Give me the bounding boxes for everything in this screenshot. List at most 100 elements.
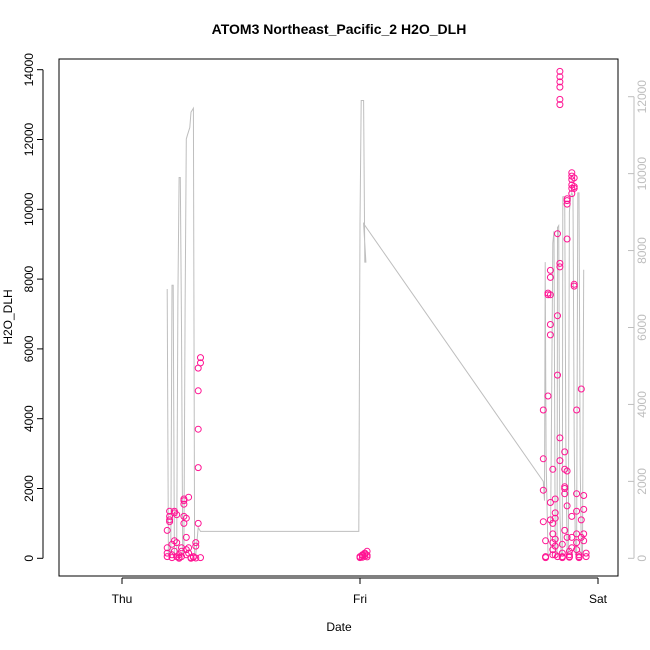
data-point bbox=[363, 553, 371, 561]
data-point bbox=[561, 485, 569, 492]
y-axis: 0 2000 4000 6000 8000 10000 12000 14000 bbox=[22, 53, 44, 562]
data-point bbox=[568, 512, 576, 520]
data-point bbox=[546, 499, 554, 506]
data-point bbox=[539, 518, 547, 526]
y2-tick-label: 10000 bbox=[635, 157, 649, 191]
y-tick-label: 4000 bbox=[22, 405, 36, 432]
data-point bbox=[551, 551, 559, 559]
data-point bbox=[582, 553, 590, 561]
line-series-path bbox=[166, 100, 585, 555]
x-tick-label: Sat bbox=[589, 592, 608, 606]
data-point bbox=[568, 533, 576, 541]
data-point bbox=[168, 554, 176, 562]
data-point bbox=[565, 553, 573, 561]
data-point bbox=[561, 490, 569, 498]
data-point bbox=[185, 493, 193, 501]
data-point bbox=[163, 544, 171, 552]
data-point bbox=[551, 542, 559, 550]
data-point bbox=[580, 505, 588, 513]
data-point bbox=[542, 537, 550, 545]
data-point bbox=[539, 486, 547, 494]
y-tick-label: 12000 bbox=[22, 122, 36, 156]
x-axis-label: Date bbox=[326, 620, 352, 634]
data-point bbox=[182, 533, 190, 541]
data-point bbox=[563, 502, 571, 510]
data-point bbox=[185, 544, 193, 552]
y-tick-label: 2000 bbox=[22, 475, 36, 502]
y2-tick-label: 2000 bbox=[635, 468, 649, 495]
data-point bbox=[556, 101, 564, 109]
data-point bbox=[551, 509, 559, 517]
data-point bbox=[570, 280, 578, 288]
data-point bbox=[539, 455, 547, 463]
data-point bbox=[554, 553, 561, 561]
y-tick-label: 14000 bbox=[22, 53, 36, 87]
x-tick-label: Fri bbox=[353, 592, 367, 606]
data-point bbox=[580, 537, 588, 545]
data-point bbox=[570, 184, 578, 192]
data-point bbox=[546, 516, 554, 524]
data-point bbox=[178, 547, 185, 555]
data-point bbox=[556, 263, 564, 271]
data-point bbox=[163, 549, 171, 557]
data-point bbox=[554, 312, 561, 320]
data-point bbox=[549, 465, 557, 473]
data-point bbox=[551, 535, 559, 543]
data-point bbox=[556, 83, 564, 91]
data-point bbox=[542, 554, 550, 562]
data-point bbox=[549, 539, 557, 547]
y2-tick-label: 0 bbox=[635, 555, 649, 562]
y2-tick-label: 6000 bbox=[635, 314, 649, 341]
data-point bbox=[561, 448, 569, 456]
data-point bbox=[192, 542, 200, 550]
data-point bbox=[192, 554, 200, 562]
data-point bbox=[182, 514, 190, 522]
data-point bbox=[194, 387, 202, 395]
data-point bbox=[563, 235, 571, 243]
point-series bbox=[163, 67, 590, 562]
data-point bbox=[558, 549, 566, 557]
data-point bbox=[178, 544, 185, 552]
y-axis-label: H2O_DLH bbox=[1, 289, 15, 344]
data-point bbox=[556, 73, 564, 81]
data-point bbox=[549, 551, 557, 559]
data-point bbox=[168, 540, 176, 548]
line-series bbox=[166, 100, 585, 555]
data-point bbox=[582, 549, 590, 557]
data-point bbox=[577, 385, 585, 393]
data-point bbox=[163, 553, 171, 561]
data-point bbox=[178, 553, 185, 561]
data-point bbox=[361, 549, 369, 557]
chart-title: ATOM3 Northeast_Pacific_2 H2O_DLH bbox=[212, 21, 467, 37]
x-axis: Thu Fri Sat bbox=[112, 577, 608, 606]
data-point bbox=[563, 195, 571, 203]
data-point bbox=[168, 551, 176, 559]
y2-tick-label: 4000 bbox=[635, 391, 649, 418]
data-point bbox=[556, 434, 564, 442]
data-point bbox=[163, 526, 171, 534]
data-point bbox=[546, 266, 554, 274]
y2-tick-label: 12000 bbox=[635, 80, 649, 114]
data-point bbox=[192, 539, 200, 547]
data-point bbox=[173, 511, 181, 519]
data-point bbox=[551, 514, 559, 522]
plot-frame bbox=[58, 58, 619, 577]
data-point bbox=[180, 497, 188, 505]
data-point bbox=[544, 392, 552, 400]
data-point bbox=[170, 537, 178, 545]
y-tick-label: 8000 bbox=[22, 265, 36, 292]
data-point bbox=[180, 500, 188, 508]
data-point bbox=[570, 174, 578, 182]
data-point bbox=[556, 78, 564, 86]
data-point bbox=[563, 533, 571, 541]
data-point bbox=[197, 354, 204, 362]
data-point bbox=[546, 321, 554, 328]
y2-axis: 0 2000 4000 6000 8000 10000 12000 bbox=[628, 80, 649, 562]
data-point bbox=[561, 526, 569, 534]
y-tick-label: 6000 bbox=[22, 335, 36, 362]
y-tick-label: 10000 bbox=[22, 192, 36, 226]
data-point bbox=[573, 530, 581, 538]
data-point bbox=[546, 291, 554, 299]
data-point bbox=[568, 544, 576, 552]
